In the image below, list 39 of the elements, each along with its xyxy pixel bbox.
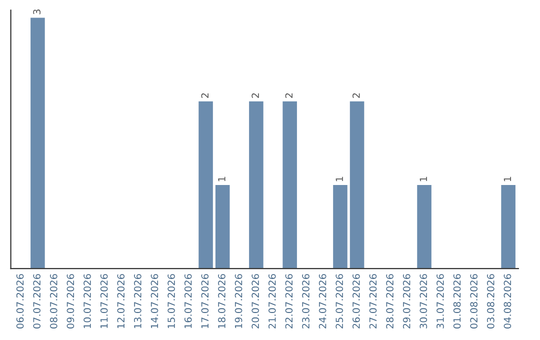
data-label: 2 [285, 93, 292, 98]
data-label: 2 [352, 93, 360, 98]
x-tick-label: 26.07.2026 [352, 274, 360, 328]
x-tick-label: 03.08.2026 [486, 274, 494, 328]
x-tick-label: 11.07.2026 [100, 274, 108, 328]
x-tick-label: 06.07.2026 [16, 274, 24, 328]
x-tick-label: 25.07.2026 [336, 274, 344, 328]
x-tick-label: 16.07.2026 [184, 274, 192, 328]
x-tick-label: 10.07.2026 [84, 274, 91, 328]
x-tick-label: 22.07.2026 [285, 274, 293, 328]
x-tick-label: 09.07.2026 [66, 274, 74, 328]
data-label: 2 [201, 93, 208, 98]
x-tick-label: 24.07.2026 [318, 274, 326, 328]
x-tick-label: 21.07.2026 [268, 274, 276, 328]
x-tick-label: 29.07.2026 [402, 274, 410, 328]
x-tick-label: 02.08.2026 [470, 274, 478, 328]
x-tick-label: 28.07.2026 [386, 274, 394, 328]
x-tick-label: 27.07.2026 [369, 274, 377, 328]
data-label: 1 [336, 176, 343, 182]
data-label: 1 [218, 176, 226, 182]
x-tick-label: 14.07.2026 [150, 274, 158, 328]
x-tick-label: 01.08.2026 [453, 274, 461, 328]
x-tick-label: 08.07.2026 [50, 274, 58, 328]
data-label: 1 [420, 176, 427, 182]
x-tick-label: 20.07.2026 [252, 274, 260, 328]
x-tick-label: 31.07.2026 [436, 274, 444, 328]
data-label: 1 [504, 176, 511, 182]
x-tick-label: 17.07.2026 [201, 274, 209, 328]
x-tick-label: 13.07.2026 [134, 274, 142, 328]
x-tick-label: 15.07.2026 [168, 274, 175, 328]
x-tick-label: 18.07.2026 [218, 274, 226, 328]
data-label: 3 [33, 10, 41, 14]
x-tick-label: 04.08.2026 [504, 274, 512, 328]
data-label: 2 [252, 93, 259, 98]
x-tick-label: 07.07.2026 [33, 274, 41, 328]
x-tick-label: 19.07.2026 [234, 274, 242, 328]
x-tick-label: 30.07.2026 [420, 274, 428, 328]
x-tick-label: 12.07.2026 [117, 274, 125, 328]
x-tick-label: 23.07.2026 [302, 274, 310, 328]
